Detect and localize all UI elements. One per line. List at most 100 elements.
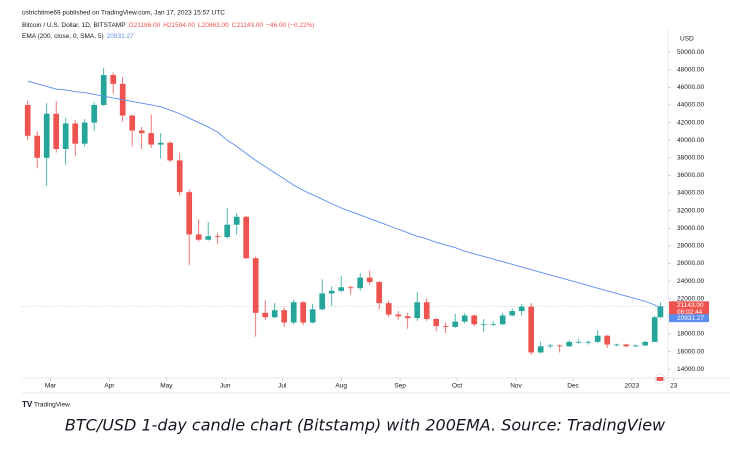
x-tick-label: Jul [278, 383, 287, 390]
candle-body [53, 113, 60, 149]
candle-body [252, 258, 259, 313]
candle-body [423, 302, 430, 319]
candle-body [657, 306, 664, 318]
ema-legend: EMA (200, close, 0, SMA, 5) 20931.27 [22, 33, 134, 40]
last-price-label: 21143.00 [677, 302, 704, 309]
symbol: Bitcoin / U.S. Dollar, 1D, BITSTAMP [22, 22, 126, 29]
candle-body [651, 317, 658, 342]
x-tick-label: 2023 [625, 383, 640, 390]
x-tick-label: Apr [104, 383, 115, 390]
candle-body [24, 104, 31, 136]
candle-body [271, 310, 278, 318]
candle-body [138, 130, 145, 134]
y-tick-label: 38000.00 [677, 155, 704, 162]
candle-body [613, 344, 620, 346]
candle-body [433, 318, 440, 327]
y-tick-label: 22000.00 [677, 295, 704, 302]
y-tick-label: 14000.00 [677, 366, 704, 373]
y-tick-label: 28000.00 [677, 243, 704, 250]
y-tick-label: 18000.00 [677, 331, 704, 338]
candle-body [81, 122, 88, 144]
candle-body [499, 315, 506, 325]
candle-body [357, 277, 364, 289]
candle-body [528, 306, 535, 353]
y-tick-label: 24000.00 [677, 278, 704, 285]
candle-body [642, 341, 649, 346]
x-tick-label: Dec [567, 383, 579, 390]
candle-body [632, 345, 639, 347]
y-tick-label: 48000.00 [677, 66, 704, 73]
candle-body [62, 123, 69, 149]
candle-body [471, 315, 478, 325]
candle-body [594, 335, 601, 342]
candle-body [157, 142, 164, 145]
y-tick-label: 36000.00 [677, 172, 704, 179]
candle-body [43, 113, 50, 158]
brand-icon: TV [22, 400, 33, 409]
ema-price-tag [669, 314, 709, 323]
candle-body [195, 234, 202, 240]
publisher: ostrichtime69 published on TradingView.c… [22, 10, 225, 17]
y-tick-label: 40000.00 [677, 137, 704, 144]
ohlc-value: H21594.00 [163, 22, 195, 29]
candle-body [176, 160, 183, 193]
candle-body [110, 74, 117, 84]
caption: BTC/USD 1-day candle chart (Bitstamp) wi… [65, 416, 666, 435]
x-tick-label: Oct [452, 383, 462, 390]
ohlc-value: C21143.00 [232, 22, 264, 29]
ema-name: EMA (200, close, 0, SMA, 5) [22, 33, 104, 40]
candle-body [167, 142, 174, 161]
candle-body [376, 281, 383, 304]
candle-body [262, 312, 269, 318]
x-tick-label: Jun [220, 383, 231, 390]
candle-body [404, 316, 411, 319]
candle-body [395, 314, 402, 317]
y-tick-label: 46000.00 [677, 84, 704, 91]
candle-body [442, 326, 449, 327]
candle-body [148, 133, 155, 145]
candle-body [205, 236, 212, 240]
candle-body [34, 135, 41, 158]
ohlc-value: O21186.00 [129, 22, 161, 29]
candle-body [91, 104, 98, 123]
candle-body [224, 224, 231, 238]
ohlc-value: L20863.00 [198, 22, 229, 29]
y-tick-label: 50000.00 [677, 49, 704, 56]
last-price-tag [669, 301, 709, 318]
candle-body [100, 74, 107, 105]
candle-body [129, 115, 136, 131]
candle-body [233, 216, 240, 225]
x-tick-label: May [160, 383, 173, 390]
y-tick-label: 16000.00 [677, 348, 704, 355]
candle-body [461, 315, 468, 322]
candle-body [385, 303, 392, 315]
candle-body [452, 321, 459, 327]
candle-body [328, 290, 335, 294]
x-tick-label: Mar [45, 383, 57, 390]
candle-body [604, 335, 611, 345]
ema-line [27, 80, 661, 309]
ema-value: 20931.27 [107, 33, 134, 40]
y-tick-label: 44000.00 [677, 102, 704, 109]
candle-body [214, 236, 221, 238]
x-tick-label: Nov [510, 383, 522, 390]
brand: TV [22, 400, 33, 409]
currency: USD [680, 36, 694, 43]
tv-logo-button [654, 373, 666, 385]
candle-body [281, 310, 288, 323]
candle-body [309, 309, 316, 323]
brand-name: TradingView [34, 402, 70, 409]
candle-body [414, 302, 421, 319]
candle-body [290, 302, 297, 323]
y-tick-label: 42000.00 [677, 119, 704, 126]
candle-body [480, 324, 487, 326]
candle-body [509, 311, 516, 316]
candle-body [347, 287, 354, 289]
candle-body [566, 341, 573, 347]
y-tick-label: 32000.00 [677, 207, 704, 214]
candle-body [547, 345, 554, 347]
candle-body [186, 192, 193, 235]
symbol-legend: Bitcoin / U.S. Dollar, 1D, BITSTAMP O2118… [22, 22, 315, 29]
